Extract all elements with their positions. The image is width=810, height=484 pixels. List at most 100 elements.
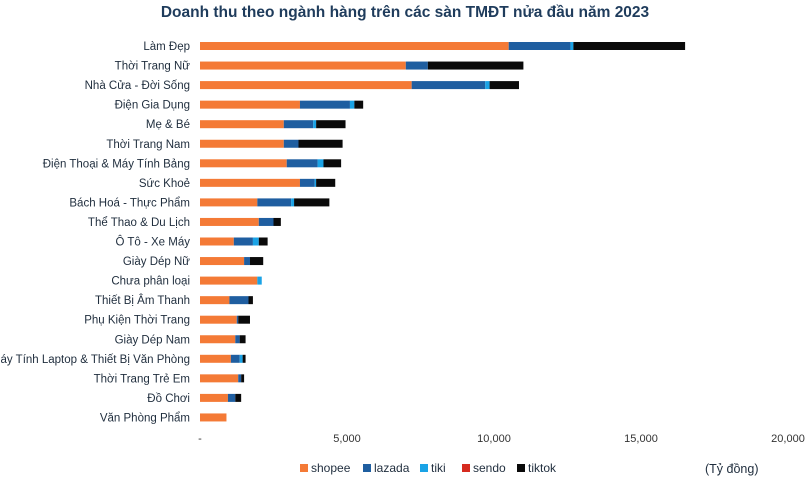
bar-segment-tiktok (316, 178, 336, 187)
bar-segment-lazada (227, 393, 236, 402)
category-label: Giày Dép Nam (115, 334, 190, 346)
bar-segment-shopee (200, 42, 509, 50)
category-label: Thể Thao & Du Lịch (88, 217, 190, 229)
legend-swatch-tiki (420, 464, 428, 472)
category-label: Máy Tính Laptop & Thiết Bị Văn Phòng (0, 354, 190, 366)
bar-segment-shopee (200, 257, 245, 266)
bar-segment-shopee (200, 335, 236, 344)
bar-segment-tiktok (489, 81, 519, 90)
bar-segment-tiki (239, 354, 243, 363)
bar-segment-tiki (317, 159, 324, 168)
category-label: Chưa phân loại (111, 276, 190, 288)
bar-segment-shopee (200, 100, 300, 109)
bar-segment-tiktok (273, 217, 281, 226)
x-tick-label: 20,000 (771, 433, 805, 445)
legend-label-tiki: tiki (431, 461, 446, 475)
category-label: Thiết Bị Âm Thanh (95, 294, 190, 307)
bar-segment-lazada (235, 335, 240, 344)
bar-segment-lazada (230, 354, 240, 363)
bar-segment-tiki (349, 100, 355, 109)
bar-segment-tiki (252, 237, 259, 246)
bar-segment-lazada (258, 217, 274, 226)
category-label: Nhà Cửa - Đời Sống (85, 80, 190, 92)
unit-label: (Tỷ đồng) (705, 462, 759, 476)
bar-segment-tiktok (298, 139, 343, 148)
bar-segment-tiktok (235, 393, 242, 402)
bar-segment-tiktok (238, 315, 250, 324)
legend-swatch-tiktok (517, 464, 525, 472)
category-label: Bách Hoá - Thực Phẩm (69, 197, 190, 209)
bar-segment-tiki (485, 81, 490, 90)
bar-segment-shopee (200, 374, 239, 383)
bar-segment-lazada (299, 178, 315, 187)
bar-segment-shopee (200, 276, 258, 285)
legend-label-shopee: shopee (311, 461, 351, 475)
bar-segment-tiktok (241, 374, 245, 383)
bar-segment-tiktok (248, 296, 253, 305)
bar-segment-lazada (283, 139, 299, 148)
bar-segment-shopee (200, 315, 237, 324)
bar-segment-shopee (200, 354, 231, 363)
bar-segment-lazada (244, 257, 250, 266)
bar-segment-tiki (257, 276, 262, 285)
bar-segment-shopee (200, 139, 284, 148)
category-label: Đồ Chơi (147, 393, 190, 405)
bar-segment-tiki (314, 178, 317, 187)
bar-segment-shopee (200, 178, 300, 187)
bar-segment-lazada (411, 81, 486, 90)
bar-segment-tiki (313, 120, 317, 129)
bar-segment-lazada (233, 237, 253, 246)
bar-segment-shopee (200, 237, 234, 246)
bar-segment-shopee (200, 217, 259, 226)
bar-segment-lazada (508, 42, 571, 50)
bar-segment-lazada (286, 159, 318, 168)
bar-segment-lazada (238, 374, 242, 383)
x-tick-label: 5,000 (333, 433, 361, 445)
legend-label-lazada: lazada (374, 461, 410, 475)
legend-swatch-sendo (462, 464, 470, 472)
category-label: Giày Dép Nữ (123, 256, 190, 268)
bar-segment-tiktok (239, 335, 246, 344)
legend-swatch-shopee (300, 464, 308, 472)
category-label: Thời Trang Trẻ Em (94, 373, 190, 385)
category-label: Phụ Kiện Thời Trang (84, 315, 190, 327)
bar-segment-tiktok (242, 354, 246, 363)
bar-segment-tiktok (323, 159, 342, 168)
bar-segment-tiktok (573, 42, 686, 50)
bar-segment-tiktok (316, 120, 346, 129)
category-label: Điện Thoại & Máy Tính Bảng (43, 158, 190, 170)
bar-segment-tiki (291, 198, 295, 207)
bar-segment-tiktok (427, 61, 524, 70)
category-label: Văn Phòng Phẩm (100, 412, 190, 424)
bar-segment-tiktok (354, 100, 364, 109)
bar-segment-lazada (299, 100, 350, 109)
bar-segment-tiktok (294, 198, 330, 207)
legend-swatch-lazada (363, 464, 371, 472)
bar-segment-shopee (200, 296, 230, 305)
bar-segment-shopee (200, 413, 227, 422)
bar-segment-tiki (570, 42, 574, 50)
category-label: Làm Đẹp (143, 41, 190, 53)
legend-label-sendo: sendo (473, 461, 506, 475)
x-tick-label: - (198, 433, 202, 445)
category-label: Ô Tô - Xe Máy (115, 236, 190, 249)
category-label: Thời Trang Nam (106, 139, 190, 151)
bar-segment-shopee (200, 159, 287, 168)
bar-segment-tiktok (249, 257, 264, 266)
bar-segment-lazada (257, 198, 292, 207)
bar-segment-lazada (283, 120, 314, 129)
x-tick-label: 10,000 (477, 433, 511, 445)
category-label: Mẹ & Bé (146, 119, 190, 131)
legend-label-tiktok: tiktok (528, 461, 557, 475)
bar-segment-tiktok (258, 237, 268, 246)
bar-segment-lazada (236, 315, 239, 324)
category-label: Điện Gia Dụng (115, 100, 190, 112)
bar-segment-shopee (200, 393, 228, 402)
chart-title: Doanh thu theo ngành hàng trên các sàn T… (160, 4, 650, 21)
x-tick-label: 15,000 (624, 433, 658, 445)
category-label: Sức Khoẻ (139, 178, 190, 190)
bar-segment-shopee (200, 81, 412, 90)
bar-segment-shopee (200, 120, 284, 129)
